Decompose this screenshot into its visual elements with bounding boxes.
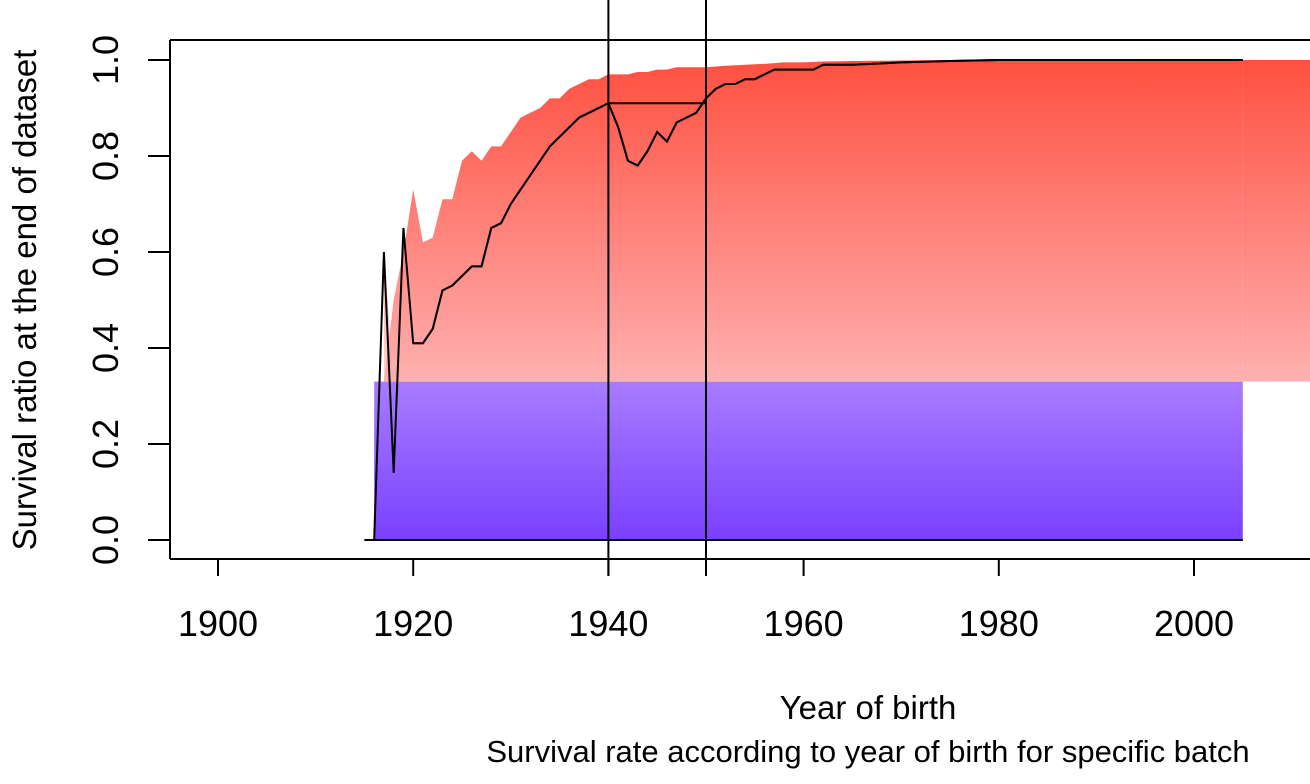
base-band [374,381,1243,540]
highlight-lines [607,0,707,576]
survival-area [383,60,1243,382]
y-axis: 0.0 0.2 0.4 0.6 0.8 1.0 [85,35,170,565]
plot-box [169,39,1310,560]
y-tick-label-0.6: 0.6 [85,227,126,277]
x-tick-label-1940: 1940 [568,603,648,644]
survival-series-line [373,59,1243,541]
plot-area [364,59,1310,541]
x-axis-label: Year of birth [780,689,957,726]
right-band [1242,60,1310,382]
y-tick-label-0.2: 0.2 [85,419,126,469]
x-tick-label-1920: 1920 [373,603,453,644]
y-tick-label-0.4: 0.4 [85,323,126,373]
x-tick-label-2000: 2000 [1154,603,1234,644]
x-axis: 1900 1920 1940 1960 1980 2000 [178,559,1234,644]
x-tick-label-1960: 1960 [764,603,844,644]
y-axis-label: Survival ratio at the end of dataset [6,50,43,551]
y-tick-label-0.0: 0.0 [85,515,126,565]
y-tick-label-0.8: 0.8 [85,131,126,181]
y-tick-label-1.0: 1.0 [85,35,126,85]
x-tick-label-1900: 1900 [178,603,258,644]
x-tick-label-1980: 1980 [959,603,1039,644]
chart-caption: Survival rate according to year of birth… [486,734,1249,769]
